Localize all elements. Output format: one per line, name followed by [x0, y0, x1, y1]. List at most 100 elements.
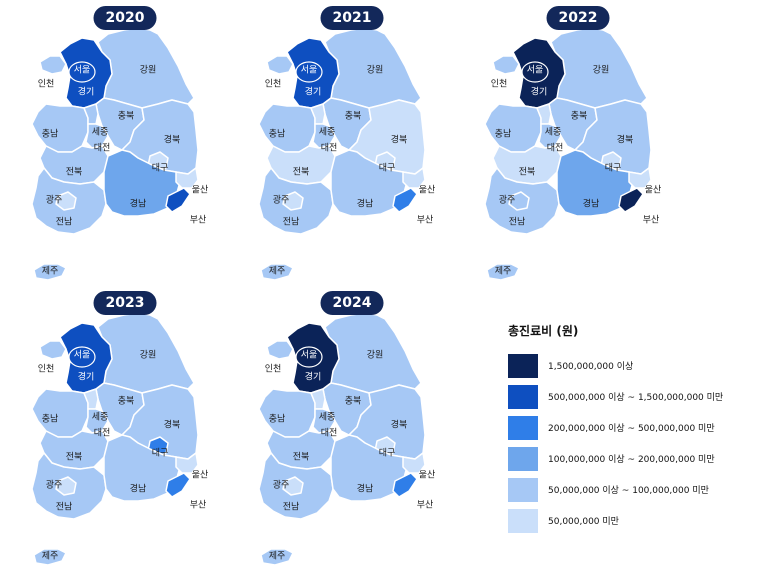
year-badge: 2024 [320, 291, 384, 315]
region-label-busan: 부산 [190, 500, 207, 511]
region-label-jeju: 제주 [42, 551, 59, 562]
region-label-gyeonggi: 경기 [305, 371, 322, 383]
region-chungnam [258, 388, 316, 438]
region-label-seoul: 서울 [301, 350, 318, 361]
legend-label: 50,000,000 이상 ~ 100,000,000 미만 [548, 486, 709, 496]
region-label-chungbuk: 충북 [345, 396, 362, 407]
region-label-jeonbuk: 전북 [293, 452, 310, 463]
region-label-chungnam: 충남 [495, 129, 512, 140]
region-chungnam [31, 103, 89, 153]
region-label-gyeongnam: 경남 [130, 483, 147, 495]
region-label-daejeon: 대전 [94, 428, 111, 439]
region-ulsan [175, 452, 199, 474]
region-busan [392, 472, 418, 498]
region-busan [165, 187, 191, 213]
region-label-daejeon: 대전 [547, 143, 564, 154]
region-seoul [68, 346, 96, 368]
legend-item: 50,000,000 미만 [508, 506, 758, 535]
region-label-gangwon: 강원 [367, 65, 384, 76]
region-gwangju [282, 476, 304, 496]
region-label-daegu: 대구 [605, 163, 622, 174]
year-badge: 2023 [93, 291, 157, 315]
region-incheon [39, 340, 67, 360]
region-label-gangwon: 강원 [140, 350, 157, 361]
region-label-incheon: 인천 [38, 79, 55, 90]
region-label-jeju: 제주 [495, 266, 512, 277]
region-label-gyeonggi: 경기 [78, 86, 95, 98]
region-label-ulsan: 울산 [192, 185, 209, 196]
region-ulsan [628, 167, 652, 189]
legend-item: 1,500,000,000 이상 [508, 351, 758, 380]
region-label-jeonnam: 전남 [283, 502, 300, 513]
region-label-daejeon: 대전 [94, 143, 111, 154]
region-label-seoul: 서울 [301, 65, 318, 76]
region-label-incheon: 인천 [265, 79, 282, 90]
region-label-gwangju: 광주 [46, 479, 63, 491]
region-label-daejeon: 대전 [321, 143, 338, 154]
legend-item: 100,000,000 이상 ~ 200,000,000 미만 [508, 444, 758, 473]
map-panel-2022: 서울 인천 경기 강원 충북 충남 세종 대전 경북 대구 전북 광주 전남 경남 울산 부산 제주 2022 [463, 0, 693, 285]
region-label-jeonbuk: 전북 [519, 167, 536, 178]
map-panel-2021: 서울 인천 경기 강원 충북 충남 세종 대전 경북 대구 전북 광주 전남 경남 울산 부산 제주 2021 [237, 0, 467, 285]
region-label-busan: 부산 [190, 215, 207, 226]
region-label-incheon: 인천 [491, 79, 508, 90]
region-label-seoul: 서울 [527, 65, 544, 76]
region-chungnam [484, 103, 542, 153]
region-jeju [33, 548, 67, 566]
region-label-ulsan: 울산 [645, 185, 662, 196]
legend-swatch [508, 508, 538, 533]
region-jeju [260, 548, 294, 566]
region-label-incheon: 인천 [265, 364, 282, 375]
region-gwangju [55, 476, 77, 496]
region-seoul [521, 61, 549, 83]
region-ulsan [175, 167, 199, 189]
legend-swatch [508, 415, 538, 440]
year-badge: 2022 [546, 6, 610, 30]
legend-swatch [508, 384, 538, 409]
region-incheon [492, 55, 520, 75]
region-label-daegu: 대구 [152, 448, 169, 459]
year-badge: 2021 [320, 6, 384, 30]
map-panel-2024: 서울 인천 경기 강원 충북 충남 세종 대전 경북 대구 전북 광주 전남 경남 울산 부산 제주 2024 [237, 285, 467, 570]
legend-label: 1,500,000,000 이상 [548, 362, 634, 372]
region-label-jeju: 제주 [269, 266, 286, 277]
legend-title: 총진료비 (원) [508, 324, 579, 338]
region-label-jeonbuk: 전북 [293, 167, 310, 178]
region-label-gwangju: 광주 [273, 194, 290, 206]
legend-swatch [508, 353, 538, 378]
region-label-chungnam: 충남 [269, 414, 286, 425]
region-gwangju [55, 191, 77, 211]
region-label-jeonnam: 전남 [56, 502, 73, 513]
region-jeju [260, 263, 294, 281]
region-label-daejeon: 대전 [321, 428, 338, 439]
region-label-gyeongbuk: 경북 [164, 419, 181, 431]
region-incheon [39, 55, 67, 75]
legend-label: 500,000,000 이상 ~ 1,500,000,000 미만 [548, 393, 724, 403]
region-jeju [486, 263, 520, 281]
region-label-chungnam: 충남 [42, 129, 59, 140]
region-label-jeonnam: 전남 [283, 217, 300, 228]
legend-label: 200,000,000 이상 ~ 500,000,000 미만 [548, 424, 715, 434]
region-label-gwangju: 광주 [499, 194, 516, 206]
region-label-gwangju: 광주 [46, 194, 63, 206]
region-gwangju [508, 191, 530, 211]
region-label-chungnam: 충남 [42, 414, 59, 425]
region-gwangju [282, 191, 304, 211]
region-label-busan: 부산 [417, 500, 434, 511]
region-label-daegu: 대구 [379, 448, 396, 459]
region-label-busan: 부산 [643, 215, 660, 226]
region-label-jeonbuk: 전북 [66, 167, 83, 178]
map-panel-2020: 서울 인천 경기 강원 충북 충남 세종 대전 경북 대구 전북 광주 전남 경남 울산 부산 제주 2020 [10, 0, 240, 285]
map-panel-2023: 서울 인천 경기 강원 충북 충남 세종 대전 경북 대구 전북 광주 전남 경남 울산 부산 제주 2023 [10, 285, 240, 570]
region-label-gyeongnam: 경남 [357, 198, 374, 210]
region-label-seoul: 서울 [74, 350, 91, 361]
region-label-gyeonggi: 경기 [305, 86, 322, 98]
region-incheon [266, 55, 294, 75]
region-label-sejong: 세종 [92, 412, 109, 423]
region-label-ulsan: 울산 [192, 470, 209, 481]
region-label-ulsan: 울산 [419, 470, 436, 481]
region-label-sejong: 세종 [319, 127, 336, 138]
